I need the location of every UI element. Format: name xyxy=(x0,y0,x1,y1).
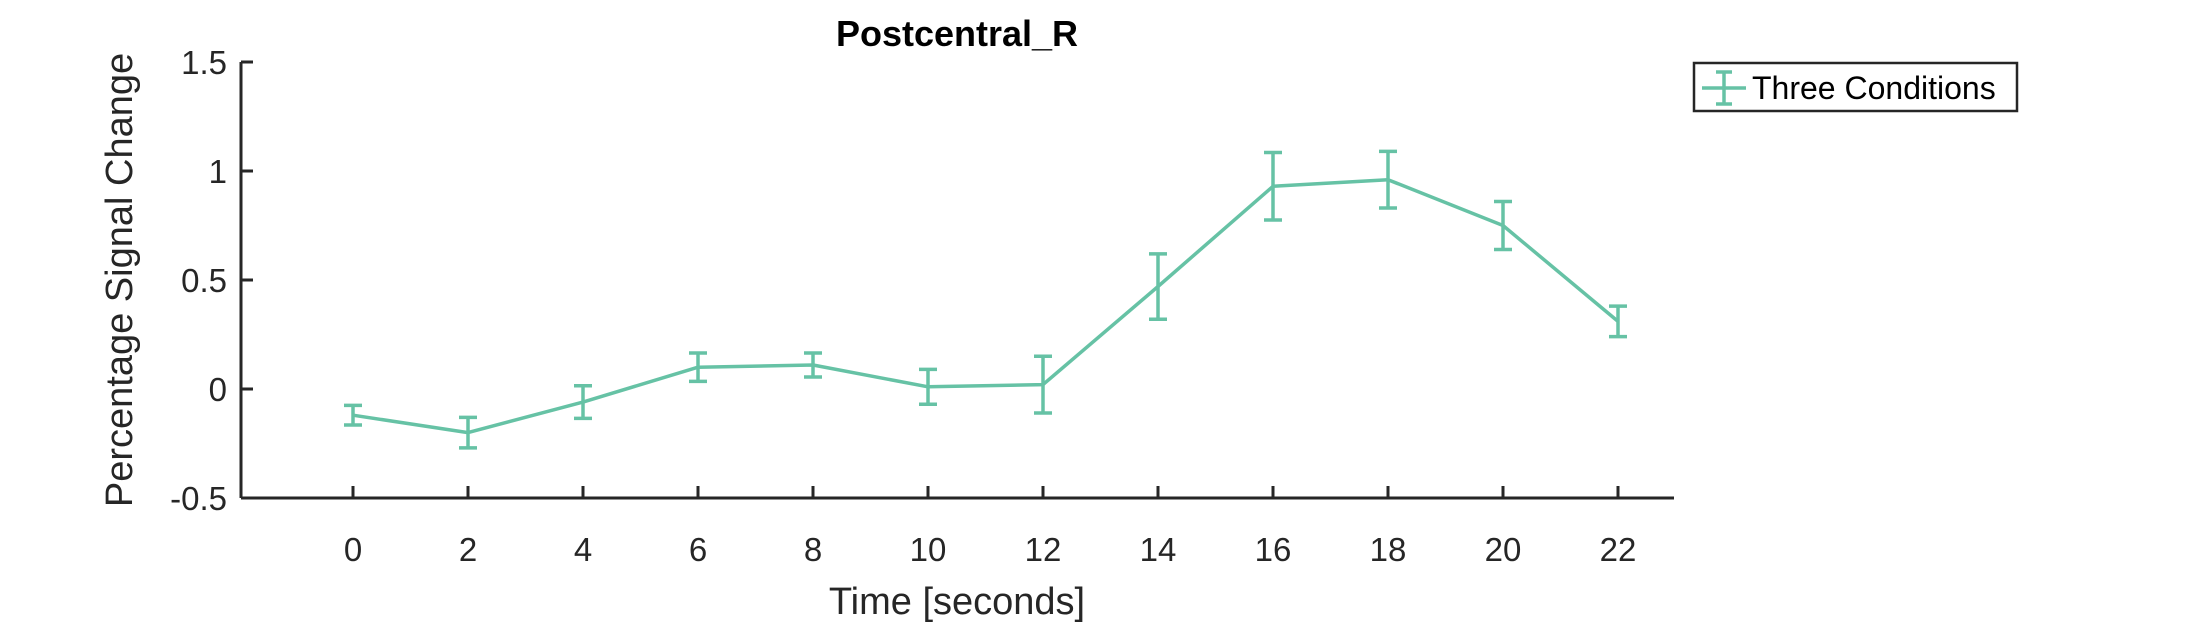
y-tick-label: 0 xyxy=(209,371,227,408)
legend: Three Conditions xyxy=(1692,61,2019,113)
x-axis-label: Time [seconds] xyxy=(829,581,1085,623)
axes xyxy=(239,62,1674,500)
x-tick-label: 12 xyxy=(1025,531,1062,568)
y-tick-label: 0.5 xyxy=(181,262,227,299)
x-ticks: 0 2 4 6 8 10 12 14 16 18 20 22 xyxy=(344,486,1637,568)
x-tick-label: 16 xyxy=(1255,531,1292,568)
series-line xyxy=(352,177,1620,435)
x-tick-label: 22 xyxy=(1600,531,1637,568)
legend-box xyxy=(1692,61,2019,113)
legend-label: Three Conditions xyxy=(1752,70,1996,106)
y-tick-label: 1 xyxy=(209,153,227,190)
legend-swatch-icon xyxy=(1702,70,1746,106)
x-tick-label: 0 xyxy=(344,531,362,568)
x-tick-label: 14 xyxy=(1140,531,1177,568)
x-tick-label: 18 xyxy=(1370,531,1407,568)
chart-title: Postcentral_R xyxy=(836,13,1078,54)
y-tick-label: 1.5 xyxy=(181,44,227,81)
y-tick-label: -0.5 xyxy=(170,480,227,517)
x-tick-label: 10 xyxy=(910,531,947,568)
x-tick-label: 6 xyxy=(689,531,707,568)
y-ticks: -0.5 0 0.5 1 1.5 xyxy=(170,44,253,517)
x-tick-label: 20 xyxy=(1485,531,1522,568)
series-layer xyxy=(344,149,1627,450)
x-tick-label: 8 xyxy=(804,531,822,568)
y-axis-label: Percentage Signal Change xyxy=(99,53,141,507)
x-tick-label: 4 xyxy=(574,531,592,568)
x-tick-label: 2 xyxy=(459,531,477,568)
